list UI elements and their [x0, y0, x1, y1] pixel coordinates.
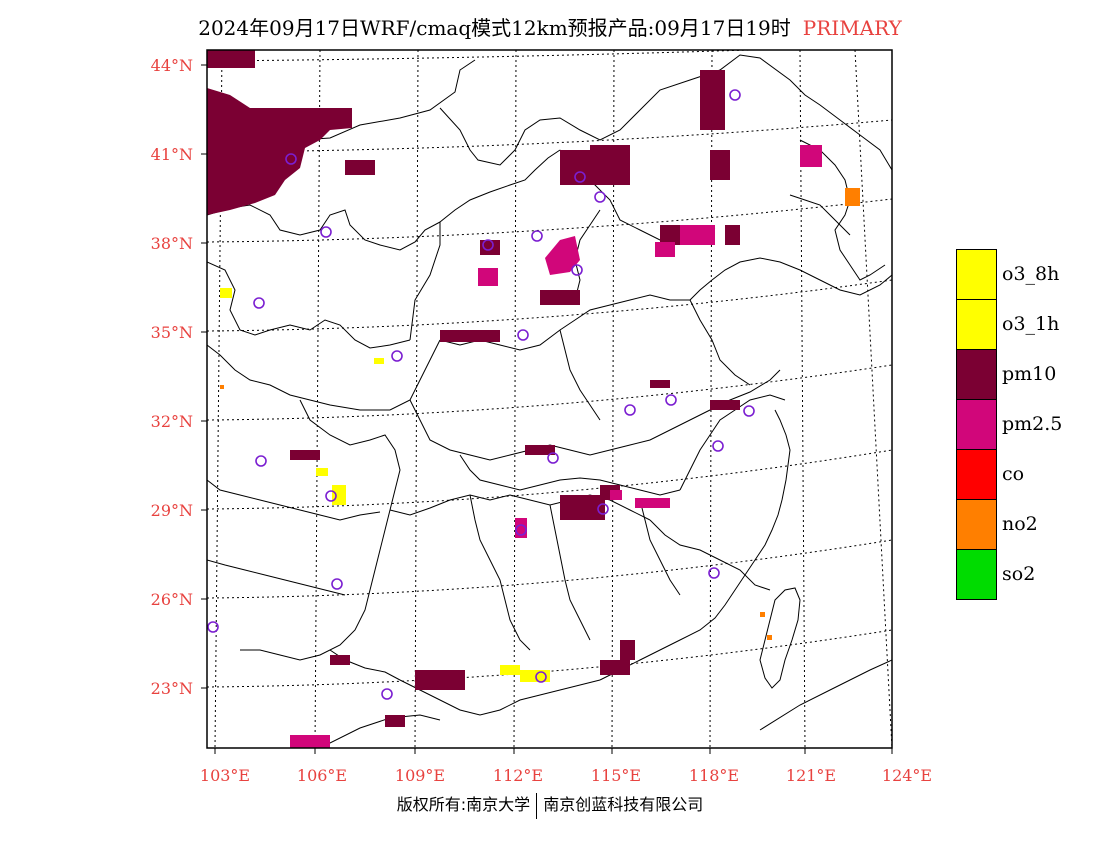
lon-label-109e: 109°E [394, 766, 446, 785]
lat-label-29n: 29°N [150, 501, 193, 520]
legend-label: co [1002, 463, 1025, 485]
legend-label: pm2.5 [1002, 413, 1063, 435]
pollutant-field-o3 [220, 288, 550, 682]
lat-label-38n: 38°N [150, 234, 193, 253]
legend-label: pm10 [1002, 363, 1057, 385]
lon-label-118e: 118°E [688, 766, 740, 785]
legend-swatch [956, 349, 997, 400]
province-boundaries [207, 54, 892, 748]
title-tag: PRIMARY [802, 16, 902, 40]
lat-label-32n: 32°N [150, 412, 193, 431]
copyright-footer: 版权所有:南京大学 南京创蓝科技有限公司 [0, 791, 1100, 819]
legend-swatch [956, 449, 997, 500]
lat-label-44n: 44°N [150, 56, 193, 75]
lon-label-112e: 112°E [492, 766, 544, 785]
pollutant-field-no2 [220, 188, 860, 640]
title-text: 2024年09月17日WRF/cmaq模式12km预报产品:09月17日19时 [198, 16, 791, 40]
lat-label-26n: 26°N [150, 590, 193, 609]
lat-label-41n: 41°N [150, 145, 193, 164]
lat-label-35n: 35°N [150, 323, 193, 342]
legend-label: so2 [1002, 563, 1036, 585]
graticule [207, 50, 892, 748]
pollutant-field-pm10 [207, 50, 740, 727]
station-markers [207, 89, 755, 700]
legend-swatch [956, 399, 997, 450]
legend-swatch [956, 299, 997, 350]
map-frame [206, 49, 893, 749]
copyright-left: 版权所有:南京大学 [396, 795, 531, 814]
axis-ticks [201, 64, 893, 754]
pollutant-field-pm2.5 [290, 145, 822, 748]
legend-label: no2 [1002, 513, 1038, 535]
footer-divider [536, 792, 538, 819]
legend-swatch [956, 499, 997, 550]
lon-label-124e: 124°E [881, 766, 933, 785]
legend-label: o3_8h [1002, 263, 1060, 285]
lon-label-121e: 121°E [785, 766, 837, 785]
lon-label-103e: 103°E [199, 766, 251, 785]
copyright-right: 南京创蓝科技有限公司 [543, 795, 704, 814]
legend-swatch [956, 549, 997, 600]
legend-swatch [956, 249, 997, 300]
lon-label-106e: 106°E [296, 766, 348, 785]
legend-label: o3_1h [1002, 313, 1060, 335]
lat-label-23n: 23°N [150, 679, 193, 698]
map-title: 2024年09月17日WRF/cmaq模式12km预报产品:09月17日19时 P… [0, 12, 1100, 41]
lon-label-115e: 115°E [590, 766, 642, 785]
